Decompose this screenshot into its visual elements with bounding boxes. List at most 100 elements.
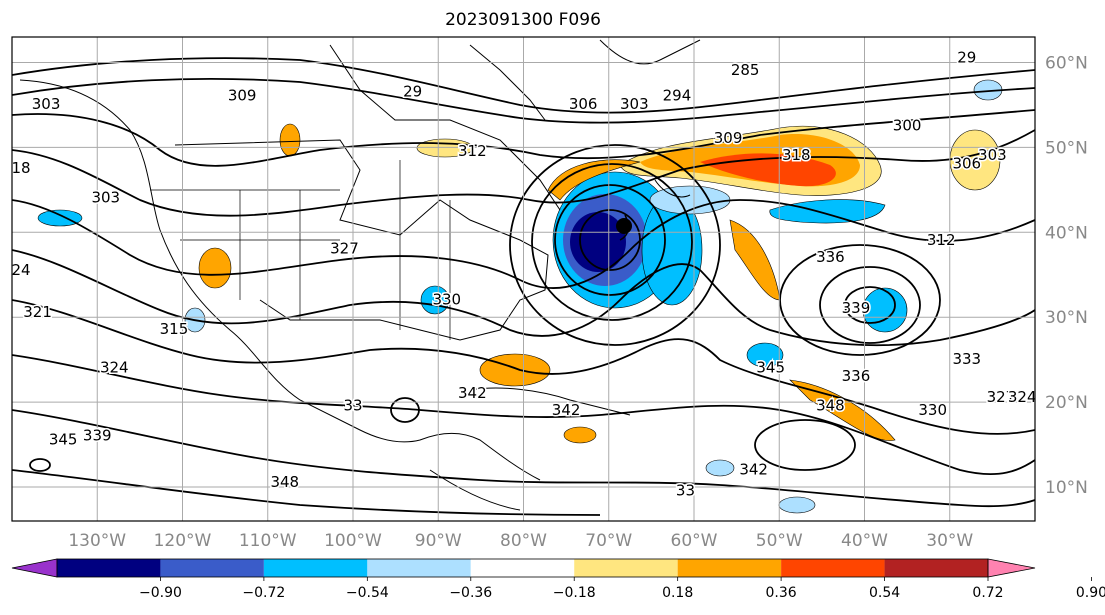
colorbar-segment: [160, 559, 264, 577]
lat-tick-label: 40°N: [1045, 223, 1088, 243]
lon-tick-label: 70°W: [585, 531, 632, 551]
negative-patch: [705, 459, 735, 477]
contour-label: 324: [100, 358, 129, 376]
contour-label: 345: [49, 431, 78, 449]
lon-tick-label: 110°W: [239, 531, 297, 551]
lat-tick-label: 20°N: [1045, 393, 1088, 413]
lon-tick-label: 30°W: [926, 531, 973, 551]
contour-label: 303: [91, 189, 120, 207]
negative-patch: [746, 342, 784, 368]
colorbar-segment: [574, 559, 678, 577]
negative-patch: [862, 287, 908, 333]
colorbar-tick-label: 0.36: [766, 585, 797, 601]
contour-label: 342: [458, 384, 487, 402]
lon-tick-label: 90°W: [415, 531, 462, 551]
contour-label: 303: [620, 95, 649, 113]
lon-tick-label: 130°W: [68, 531, 126, 551]
negative-patch: [778, 496, 816, 514]
contour-labels: 309 303 303 318 324 321 315 324 339 345 327 330 312 2…: [2, 47, 1037, 501]
lon-tick-label: 120°W: [154, 531, 212, 551]
contour-label: 315: [160, 320, 189, 338]
lon-tick-label: 50°W: [756, 531, 803, 551]
contour-label: 33: [343, 397, 362, 415]
lat-tick-label: 30°N: [1045, 308, 1088, 328]
contour-label: 309: [228, 87, 257, 105]
contour-label: 333: [952, 350, 981, 368]
colorbar-segment: [367, 559, 471, 577]
contour-label: 306: [952, 155, 981, 173]
colorbar-segment: [677, 559, 782, 577]
contour-label: 285: [731, 61, 760, 79]
positive-patch-diagonal: [789, 379, 896, 441]
colorbar-tick-label: 0.18: [662, 585, 693, 601]
colorbar-tick-label: −0.90: [139, 585, 182, 601]
map-panel: 309 303 303 318 324 321 315 324 339 345 327 330 312 2…: [2, 37, 1037, 521]
contour-label: 330: [432, 290, 461, 308]
contour-label: 342: [552, 401, 581, 419]
contour-label: 324: [1008, 388, 1037, 406]
negative-anomaly-core: [570, 212, 626, 272]
colorbar-tick-label: −0.18: [553, 585, 596, 601]
contour-label: 324: [2, 261, 31, 279]
lat-tick-label: 50°N: [1045, 138, 1088, 158]
height-contours: [12, 57, 1035, 516]
figure-title: 2023091300 F096: [445, 10, 601, 30]
contour-label: 348: [816, 397, 845, 415]
contour-label: 321: [23, 303, 52, 321]
colorbar-segment: [263, 559, 368, 577]
contour-label: 300: [893, 116, 922, 134]
contour-label: 345: [756, 358, 785, 376]
negative-patch: [37, 209, 83, 227]
contour-label: 312: [927, 231, 956, 249]
colorbar: −0.90 −0.72 −0.54 −0.36 −0.18 0.18 0.36 0.54 0.7…: [11, 558, 1105, 601]
contour-label: 29: [957, 48, 976, 66]
positive-patch: [479, 353, 551, 387]
contour-label: 29: [403, 82, 422, 100]
contour-label: 330: [918, 401, 947, 419]
latitude-axis: 60°N 50°N 40°N 30°N 20°N 10°N: [1045, 53, 1088, 498]
colorbar-segment: [470, 559, 575, 577]
contour-label: 336: [816, 248, 845, 266]
contour-label: 339: [842, 299, 871, 317]
colorbar-tick-label: −0.54: [346, 585, 389, 601]
contour-label: 303: [32, 95, 61, 113]
colorbar-tick-label: −0.36: [449, 585, 492, 601]
colorbar-extend-high: [987, 558, 1036, 578]
low-center-marker: [616, 218, 632, 234]
map-frame: [11, 36, 1036, 522]
positive-patch: [198, 247, 232, 289]
lon-tick-label: 60°W: [671, 531, 718, 551]
contour-label: 33: [676, 482, 695, 500]
contour-label: 336: [842, 367, 871, 385]
lon-tick-label: 100°W: [324, 531, 382, 551]
colorbar-segment: [781, 559, 885, 577]
longitude-axis: 130°W 120°W 110°W 100°W 90°W 80°W 70°W 60°W 50°W…: [68, 531, 973, 551]
contour-label: 348: [270, 473, 299, 491]
colorbar-tick-label: 0.90: [1076, 585, 1105, 601]
positive-patch: [563, 426, 597, 444]
contour-label: 318: [782, 146, 811, 164]
contour-label: 312: [458, 142, 487, 160]
colorbar-frame: [56, 558, 989, 578]
lat-tick-label: 60°N: [1045, 53, 1088, 73]
gridlines: [12, 37, 1035, 521]
positive-patch: [279, 123, 301, 157]
lat-tick-label: 10°N: [1045, 478, 1088, 498]
contour-label: 339: [83, 426, 112, 444]
contour-label: 306: [569, 95, 598, 113]
contour-label: 294: [663, 87, 692, 105]
contour-label: 327: [330, 240, 359, 258]
negative-anomaly-band: [769, 199, 886, 224]
contour-label: 309: [714, 129, 743, 147]
contour-label: 327: [987, 388, 1016, 406]
colorbar-extend-low: [11, 558, 58, 578]
colorbar-tick-label: −0.72: [242, 585, 285, 601]
colorbar-tick-label: 0.54: [869, 585, 900, 601]
lon-tick-label: 80°W: [500, 531, 547, 551]
colorbar-segment: [884, 559, 988, 577]
contour-label: 318: [2, 159, 31, 177]
colorbar-segment: [57, 559, 161, 577]
lon-tick-label: 40°W: [841, 531, 888, 551]
contour-label: 342: [739, 460, 768, 478]
